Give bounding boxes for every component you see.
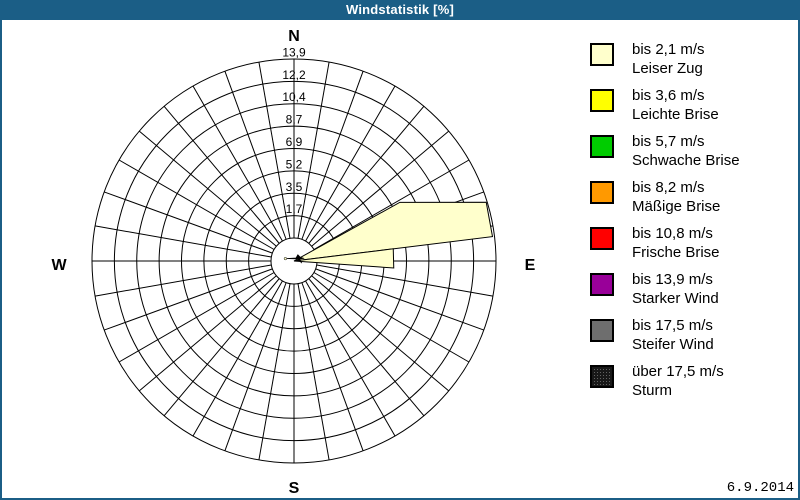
svg-text:5,2: 5,2	[286, 157, 303, 171]
svg-text:13,9: 13,9	[282, 46, 306, 60]
svg-text:6,9: 6,9	[286, 135, 303, 149]
svg-text:12,2: 12,2	[282, 68, 306, 82]
svg-text:3,5: 3,5	[286, 180, 303, 194]
svg-text:10,4: 10,4	[282, 90, 306, 104]
svg-text:1,7: 1,7	[286, 202, 303, 216]
svg-text:8,7: 8,7	[286, 113, 303, 127]
